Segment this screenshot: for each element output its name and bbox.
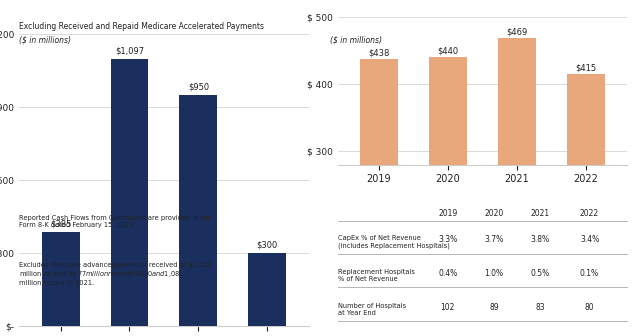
Text: 3.4%: 3.4% — [580, 235, 599, 244]
Text: $385: $385 — [50, 220, 71, 229]
Bar — [248, 253, 286, 326]
Text: 83: 83 — [536, 303, 545, 312]
Text: 80: 80 — [585, 303, 595, 312]
Text: CapEx % of Net Revenue
(includes Replacement Hospitals): CapEx % of Net Revenue (includes Replace… — [338, 235, 449, 249]
Text: Excludes Medicare advance payments received of $1,158
million as well as $77 mil: Excludes Medicare advance payments recei… — [19, 262, 211, 287]
Text: 1.0%: 1.0% — [484, 269, 504, 278]
Text: $415: $415 — [575, 64, 596, 73]
Bar — [179, 95, 218, 326]
Bar — [498, 38, 536, 336]
Text: 0.1%: 0.1% — [580, 269, 599, 278]
Text: Excluding Received and Repaid Medicare Accelerated Payments: Excluding Received and Repaid Medicare A… — [19, 22, 264, 31]
Text: 3.8%: 3.8% — [531, 235, 550, 244]
Text: Number of Hospitals
at Year End: Number of Hospitals at Year End — [338, 303, 406, 316]
Bar — [360, 58, 398, 336]
Text: $300: $300 — [257, 240, 278, 249]
Bar — [567, 74, 605, 336]
Bar — [429, 57, 467, 336]
Bar — [42, 233, 79, 326]
Text: $438: $438 — [369, 48, 390, 57]
Text: 3.3%: 3.3% — [438, 235, 458, 244]
Text: $440: $440 — [437, 47, 458, 56]
Text: ($ in millions): ($ in millions) — [330, 35, 381, 44]
Text: 0.4%: 0.4% — [438, 269, 458, 278]
Text: 2021: 2021 — [531, 209, 550, 218]
Text: 3.7%: 3.7% — [484, 235, 504, 244]
Text: $469: $469 — [506, 27, 527, 36]
Text: 89: 89 — [489, 303, 499, 312]
Text: 2019: 2019 — [438, 209, 458, 218]
Text: 2022: 2022 — [580, 209, 599, 218]
Text: 102: 102 — [440, 303, 455, 312]
Text: 2020: 2020 — [484, 209, 504, 218]
Bar — [111, 59, 148, 326]
Text: $1,097: $1,097 — [115, 47, 144, 56]
Text: Reported Cash Flows from Operations are provided in the
Form 8-K dated February : Reported Cash Flows from Operations are … — [19, 215, 212, 228]
Text: 0.5%: 0.5% — [531, 269, 550, 278]
Text: $950: $950 — [188, 82, 209, 91]
Text: ($ in millions): ($ in millions) — [19, 35, 71, 44]
Text: Replacement Hospitals
% of Net Revenue: Replacement Hospitals % of Net Revenue — [338, 269, 415, 282]
